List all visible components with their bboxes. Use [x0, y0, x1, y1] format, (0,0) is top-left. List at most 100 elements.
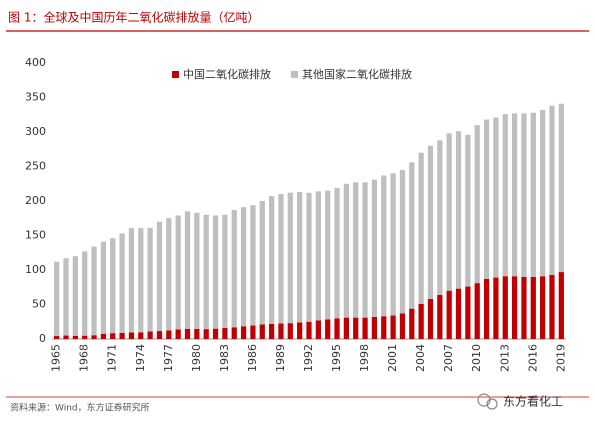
bar-segment	[371, 179, 378, 317]
bar-segment	[399, 169, 406, 314]
bar-segment	[119, 233, 125, 333]
bar-segment	[240, 326, 247, 339]
bar-segment	[325, 190, 331, 320]
bar-segment	[72, 256, 78, 336]
bar-segment	[493, 277, 499, 339]
bar-segment	[250, 205, 256, 326]
chart-title: 图 1：全球及中国历年二氧化碳排放量（亿吨）	[8, 10, 259, 25]
y-tick-label: 100	[25, 263, 46, 276]
bar-segment	[381, 175, 387, 317]
bar-segment	[119, 332, 125, 339]
source: 资料来源：Wind，东方证券研究所	[10, 402, 150, 414]
y-tick-label: 250	[25, 160, 46, 173]
x-tick-label: 1977	[162, 344, 175, 372]
bar-segment	[530, 112, 536, 277]
bar-segment	[184, 328, 191, 339]
bar-segment	[549, 105, 555, 275]
y-tick-label: 150	[25, 229, 46, 242]
bar-segment	[269, 323, 275, 339]
x-tick-label: 1971	[106, 344, 119, 372]
y-tick-label: 200	[25, 194, 46, 207]
x-tick-label: 1992	[302, 344, 315, 372]
bar-segment	[390, 173, 396, 316]
x-tick-label: 1983	[218, 344, 231, 372]
bar-segment	[409, 308, 415, 339]
y-tick-label: 0	[39, 332, 46, 345]
bar-segment	[222, 327, 228, 339]
bar-segment	[138, 227, 144, 333]
legend-label: 中国二氧化碳排放	[183, 67, 271, 81]
bar-segment	[446, 133, 452, 291]
bar-segment	[63, 335, 69, 339]
bar-segment	[231, 327, 237, 339]
bar-segment	[418, 303, 424, 339]
x-tick-label: 1989	[274, 344, 287, 372]
bar-segment	[521, 276, 527, 339]
bar-segment	[427, 298, 434, 339]
bar-segment	[240, 207, 247, 327]
bar-segment	[362, 317, 368, 339]
bar-segment	[418, 152, 424, 304]
bar-segment	[166, 218, 172, 331]
y-tick-label: 400	[25, 56, 46, 69]
watermark: 东方看化工	[503, 394, 563, 409]
bar-segment	[334, 187, 340, 319]
bar-segment	[334, 318, 340, 339]
x-tick-label: 1998	[358, 344, 371, 372]
bar-segment	[259, 324, 265, 339]
bar-segment	[128, 332, 135, 339]
bar-segment	[381, 316, 387, 339]
bar-segment	[82, 251, 88, 336]
bar-segment	[250, 325, 256, 339]
bar-segment	[502, 276, 508, 339]
bar-segment	[371, 316, 378, 339]
bar-segment	[306, 192, 312, 322]
bar-segment	[175, 329, 181, 339]
bar-segment	[465, 286, 471, 339]
bar-segment	[194, 212, 200, 329]
bar-segment	[278, 194, 284, 324]
bar-segment	[511, 276, 518, 339]
bar-segment	[540, 109, 546, 277]
y-tick-label: 300	[25, 125, 46, 138]
bar-segment	[82, 335, 88, 339]
bar-segment	[259, 201, 265, 325]
bar-segment	[100, 333, 107, 339]
x-tick-label: 2013	[498, 344, 511, 372]
x-tick-label: 2001	[386, 344, 399, 372]
bar-segment	[362, 182, 368, 318]
bar-segment	[343, 317, 349, 339]
bar-segment	[540, 276, 546, 339]
bar-segment	[147, 227, 153, 332]
bar-segment	[399, 313, 406, 339]
bar-segment	[437, 294, 443, 339]
bar-segment	[353, 317, 359, 339]
bar-segment	[325, 319, 331, 339]
bar-segment	[231, 209, 237, 328]
x-tick-label: 2019	[554, 344, 567, 372]
x-tick-label: 1980	[190, 344, 203, 372]
bar-segment	[343, 183, 349, 318]
bar-segment	[91, 335, 97, 339]
bar-segment	[483, 119, 490, 279]
x-tick-label: 1995	[330, 344, 343, 372]
bar-segment	[128, 227, 135, 333]
bar-segment	[63, 258, 69, 336]
bar-segment	[269, 196, 275, 324]
bar-segment	[156, 331, 163, 339]
x-tick-label: 1968	[78, 344, 91, 372]
bar-segment	[315, 320, 321, 339]
bar-segment	[390, 315, 396, 339]
bar-segment	[549, 274, 555, 339]
bar-segment	[54, 261, 60, 336]
bar-segment	[110, 333, 116, 339]
y-tick-label: 50	[32, 298, 46, 311]
bar-segment	[474, 125, 480, 284]
bar-segment	[427, 145, 434, 299]
bar-segment	[278, 323, 284, 339]
bar-segment	[156, 221, 163, 332]
bar-segment	[287, 192, 293, 324]
bar-segment	[521, 113, 527, 277]
x-tick-label: 1974	[134, 344, 147, 372]
bar-segment	[175, 215, 181, 330]
